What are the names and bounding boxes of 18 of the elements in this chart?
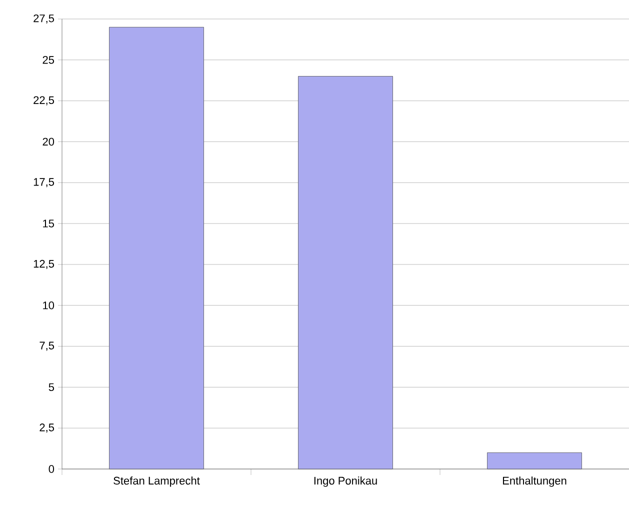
y-tick-label: 12,5 [34,260,54,269]
y-tick-label: 10 [43,301,54,310]
y-tick-label: 25 [42,56,54,64]
x-tick-label: Ingo Ponikau [314,476,377,487]
bar [487,452,582,470]
y-tick-label: 5 [48,383,54,392]
y-tick-label: 0 [48,465,54,473]
x-tick-label: Enthaltungen [502,476,566,487]
x-tick-label: Stefan Lamprecht [114,476,200,487]
bar [298,76,393,470]
y-tick-label: 15 [43,220,54,228]
y-tick-label: 22,5 [34,96,54,106]
bar [109,26,204,470]
y-tick-label: 17,5 [34,178,54,188]
y-tick-label: 2,5 [40,424,54,433]
y-tick-label: 27,5 [34,14,54,24]
y-tick-label: 20 [42,138,54,146]
y-tick-label: 7,5 [40,342,54,351]
